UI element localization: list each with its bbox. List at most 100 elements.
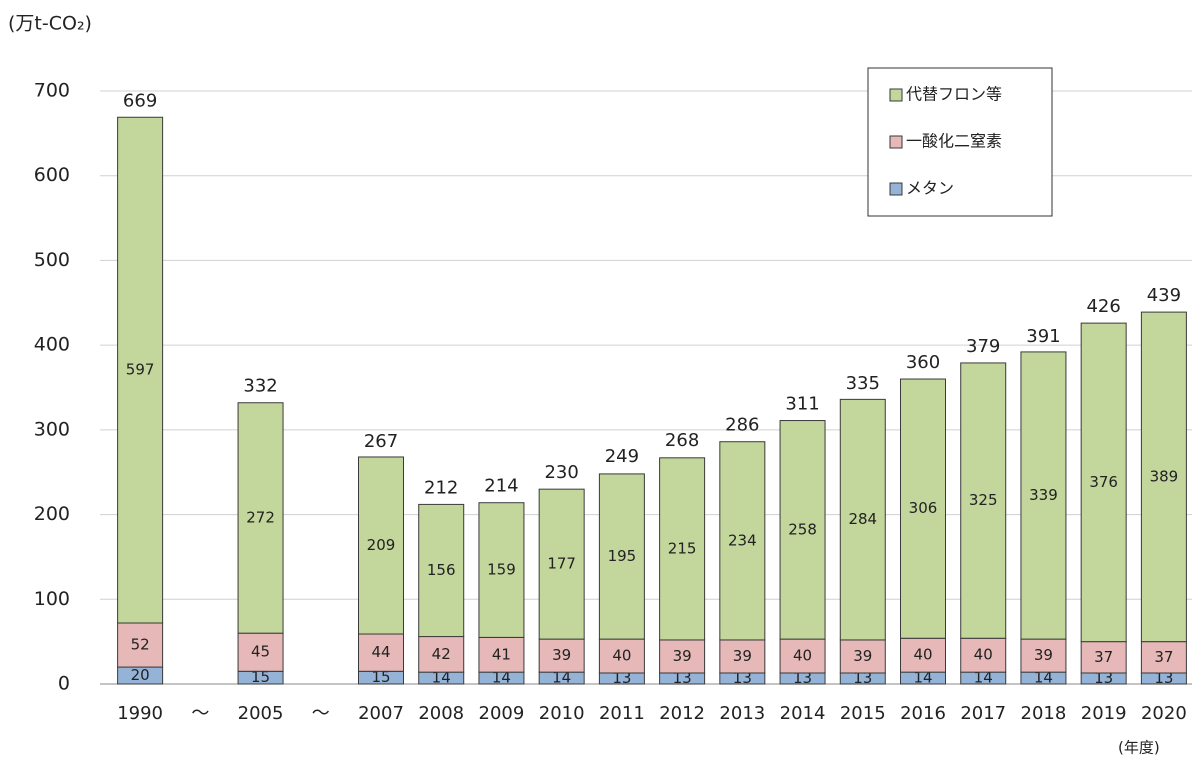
legend-swatch bbox=[889, 135, 903, 149]
legend-swatch bbox=[889, 88, 903, 102]
x-tick-label: 2019 bbox=[1081, 703, 1127, 724]
x-tick-label: 2009 bbox=[479, 703, 525, 724]
bar-segment bbox=[358, 633, 404, 672]
value-label: 39 bbox=[1034, 646, 1053, 664]
bar-segment bbox=[900, 637, 946, 673]
value-label: 215 bbox=[668, 539, 697, 557]
value-label: 13 bbox=[1154, 669, 1173, 687]
total-label: 379 bbox=[966, 336, 1000, 357]
value-label: 234 bbox=[728, 531, 757, 549]
bar-segment bbox=[1020, 638, 1067, 673]
value-label: 14 bbox=[1034, 669, 1053, 687]
value-label: 258 bbox=[788, 520, 817, 538]
y-tick-label: 500 bbox=[34, 249, 70, 271]
bar-segment bbox=[839, 398, 886, 641]
x-axis-label: (年度) bbox=[1118, 739, 1160, 757]
x-tick-label: ～ bbox=[191, 703, 209, 724]
bar-segment bbox=[719, 441, 766, 641]
total-label: 426 bbox=[1086, 296, 1120, 317]
value-label: 39 bbox=[853, 647, 872, 665]
value-label: 20 bbox=[131, 666, 150, 684]
value-label: 14 bbox=[492, 669, 511, 687]
total-label: 267 bbox=[364, 431, 398, 452]
bar-segment bbox=[478, 502, 525, 638]
y-tick-label: 100 bbox=[34, 588, 70, 610]
value-label: 13 bbox=[612, 669, 631, 687]
value-label: 15 bbox=[251, 668, 270, 686]
value-label: 14 bbox=[913, 669, 932, 687]
total-label: 332 bbox=[243, 376, 277, 397]
bar-segment bbox=[1080, 322, 1127, 643]
value-label: 195 bbox=[608, 547, 637, 565]
bar-segment bbox=[358, 456, 404, 635]
total-label: 249 bbox=[605, 446, 639, 467]
value-label: 156 bbox=[427, 561, 456, 579]
value-label: 209 bbox=[367, 536, 396, 554]
value-label: 597 bbox=[126, 361, 155, 379]
value-label: 13 bbox=[793, 669, 812, 687]
total-label: 214 bbox=[484, 476, 518, 497]
value-label: 389 bbox=[1150, 467, 1179, 485]
bar-segment bbox=[1020, 351, 1067, 640]
bar-segment bbox=[538, 638, 585, 673]
value-label: 325 bbox=[969, 491, 998, 509]
bar-segment bbox=[478, 636, 525, 673]
total-label: 391 bbox=[1026, 326, 1060, 347]
value-label: 177 bbox=[547, 555, 576, 573]
x-tick-label: ～ bbox=[312, 703, 330, 724]
bar-segment bbox=[237, 402, 284, 634]
value-label: 37 bbox=[1154, 648, 1173, 666]
x-tick-label: 2007 bbox=[358, 703, 404, 724]
total-label: 230 bbox=[544, 462, 578, 483]
value-label: 13 bbox=[853, 669, 872, 687]
value-label: 44 bbox=[371, 643, 390, 661]
value-label: 339 bbox=[1029, 486, 1058, 504]
bar-segment bbox=[538, 488, 585, 640]
legend-label: メタン bbox=[906, 179, 954, 198]
total-label: 268 bbox=[665, 430, 699, 451]
value-label: 40 bbox=[974, 646, 993, 664]
total-label: 286 bbox=[725, 415, 759, 436]
bar-segment bbox=[659, 457, 706, 641]
y-tick-label: 300 bbox=[34, 418, 70, 440]
total-label: 439 bbox=[1147, 285, 1181, 306]
bar-segment bbox=[117, 622, 164, 668]
bar-segment bbox=[418, 503, 465, 638]
bar-segment bbox=[1080, 641, 1127, 674]
y-tick-label: 200 bbox=[34, 503, 70, 525]
x-tick-label: 2010 bbox=[539, 703, 585, 724]
x-tick-label: 2020 bbox=[1141, 703, 1187, 724]
value-label: 40 bbox=[793, 647, 812, 665]
bar-segment bbox=[719, 639, 766, 674]
x-tick-label: 2015 bbox=[840, 703, 886, 724]
value-label: 306 bbox=[909, 499, 938, 517]
y-tick-label: 700 bbox=[34, 80, 70, 102]
total-label: 360 bbox=[906, 352, 940, 373]
bar-segment bbox=[900, 378, 946, 639]
value-label: 40 bbox=[612, 647, 631, 665]
x-tick-label: 2014 bbox=[780, 703, 826, 724]
value-label: 37 bbox=[1094, 648, 1113, 666]
y-tick-label: 600 bbox=[34, 164, 70, 186]
value-label: 39 bbox=[552, 646, 571, 664]
x-tick-label: 2016 bbox=[900, 703, 946, 724]
value-label: 13 bbox=[673, 669, 692, 687]
value-label: 14 bbox=[552, 669, 571, 687]
y-axis-label: (万t-CO₂) bbox=[8, 13, 92, 35]
total-label: 335 bbox=[846, 373, 880, 394]
x-tick-label: 2017 bbox=[960, 703, 1006, 724]
value-label: 45 bbox=[251, 643, 270, 661]
bar-segment bbox=[1140, 641, 1187, 674]
total-label: 212 bbox=[424, 477, 458, 498]
bar-segment bbox=[117, 116, 164, 624]
value-label: 159 bbox=[487, 561, 516, 579]
x-tick-label: 2018 bbox=[1021, 703, 1067, 724]
value-label: 42 bbox=[432, 645, 451, 663]
total-label: 669 bbox=[123, 90, 157, 111]
value-label: 39 bbox=[673, 647, 692, 665]
bar-segment bbox=[839, 639, 886, 674]
bar-segment bbox=[598, 473, 645, 640]
value-label: 15 bbox=[371, 668, 390, 686]
x-tick-label: 2013 bbox=[719, 703, 765, 724]
